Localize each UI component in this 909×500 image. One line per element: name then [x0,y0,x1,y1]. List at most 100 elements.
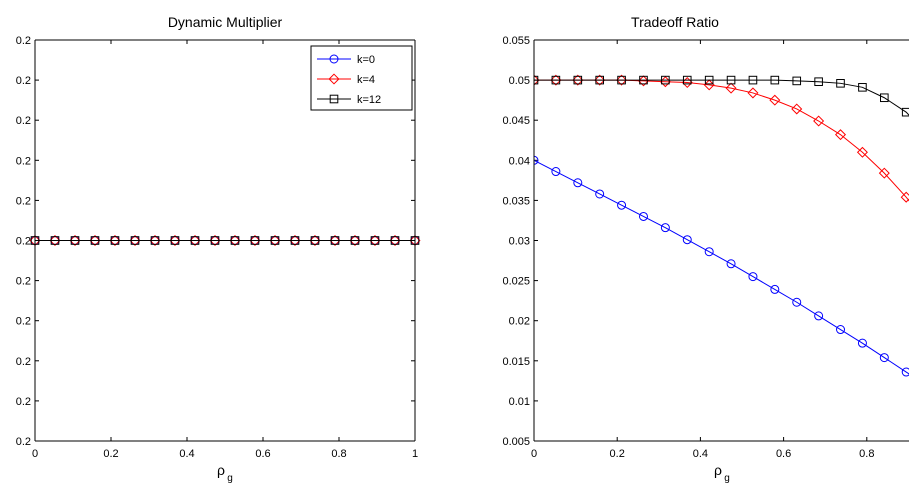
y-tick-label: 0.2 [16,195,31,207]
data-point-k4 [209,234,221,247]
x-tick-label: 0.4 [179,448,194,460]
data-point-k12 [150,236,160,245]
data-point-k12 [726,75,736,85]
y-tick-label: 0.04 [509,155,530,167]
data-point-k12 [858,83,867,92]
data-point-k12 [770,75,780,85]
data-point-k4 [681,76,693,89]
x-tick-label: 0.2 [103,448,118,460]
data-point-k4 [813,115,825,127]
data-point-k0 [901,367,909,377]
data-point-k12 [290,236,300,245]
data-point-k4 [878,167,890,179]
data-point-k4 [725,82,737,94]
data-point-k0 [726,259,736,269]
data-point-k4 [389,234,401,247]
data-point-k12 [748,75,758,85]
data-point-k12 [390,236,400,245]
panel-tradeoff-ratio: Tradeoff Ratio 0 0.2 0.4 0.6 0.8 0.005 0.01 0.01… [502,14,909,484]
data-point-k12 [370,236,380,245]
y-tick-label: 0.2 [16,115,31,127]
data-point-k4 [637,75,649,87]
x-axis-label-subscript: g [724,473,730,484]
data-point-k12 [792,76,802,86]
data-point-k4 [169,234,181,247]
data-point-k12 [50,236,60,245]
data-point-k12 [617,75,626,85]
data-point-k4 [189,234,201,247]
data-point-k0 [748,272,758,282]
series-layer [534,74,909,377]
data-point-k4 [572,74,584,86]
data-point-k12 [682,75,692,85]
data-point-k12 [836,79,845,88]
data-point-k0 [551,167,561,177]
data-point-k12 [70,236,80,245]
y-tick-label: 0.01 [509,396,530,408]
data-point-k12 [661,75,670,85]
y-tick-label: 0.035 [502,195,530,207]
data-point-k12 [190,236,200,245]
data-point-k4 [791,103,803,115]
data-point-k4 [269,234,281,247]
data-point-k12 [880,93,889,103]
legend-label: k=12 [357,94,381,106]
data-point-k4 [369,234,381,247]
legend: k=0 k=4 k=12 [310,45,413,111]
x-tick-label: 0.2 [610,448,625,460]
data-point-k4 [534,74,540,86]
data-point-k12 [270,236,280,245]
data-point-k0 [682,235,692,245]
data-point-k12 [901,107,909,117]
data-point-k12 [595,75,604,85]
data-point-k4 [69,234,81,247]
y-tick-label: 0.005 [502,436,530,448]
y-tick-label: 0.02 [509,316,530,328]
data-point-k0 [770,284,780,294]
data-point-k4 [229,234,241,247]
x-tick-label: 0 [531,448,537,460]
data-point-k0 [814,311,824,321]
data-point-k12 [210,236,220,245]
chart-title: Dynamic Multiplier [168,14,283,30]
data-point-k4 [329,234,341,247]
chart-title: Tradeoff Ratio [631,14,719,30]
data-point-k4 [249,234,261,247]
y-tick-label: 0.2 [16,35,31,47]
data-point-k0 [573,178,583,188]
data-point-k12 [704,75,714,85]
data-point-k4 [835,129,847,141]
legend-marker [329,94,339,104]
legend-marker [329,54,339,64]
y-tick-label: 0.2 [16,276,31,288]
data-point-k4 [900,191,909,203]
data-point-k12 [330,236,340,245]
x-axis-label: ρ [714,462,722,478]
data-point-k0 [704,247,714,257]
x-tick-label: 1 [412,448,418,460]
data-point-k12 [573,75,583,85]
series-layer [29,234,421,247]
legend-marker [328,73,340,85]
data-point-k0 [660,223,670,233]
data-point-k0 [836,325,846,335]
data-point-k0 [638,211,648,221]
data-point-k0 [534,155,539,165]
x-tick-label: 0.6 [255,448,270,460]
data-point-k12 [310,236,320,245]
x-tick-label: 0.4 [693,448,708,460]
data-point-k12 [250,236,260,245]
y-tick-label: 0.05 [509,75,530,87]
x-axis-label-subscript: g [227,473,233,484]
y-tick-label: 0.045 [502,115,530,127]
x-tick-label: 0.8 [859,448,874,460]
series-line-k0 [534,159,909,375]
data-point-k4 [550,74,562,86]
data-point-k12 [350,236,360,245]
series-line-k12 [534,79,909,116]
data-point-k4 [309,234,321,247]
y-tick-label: 0.025 [502,276,530,288]
data-point-k0 [879,353,889,363]
y-tick-label: 0.2 [16,236,31,248]
